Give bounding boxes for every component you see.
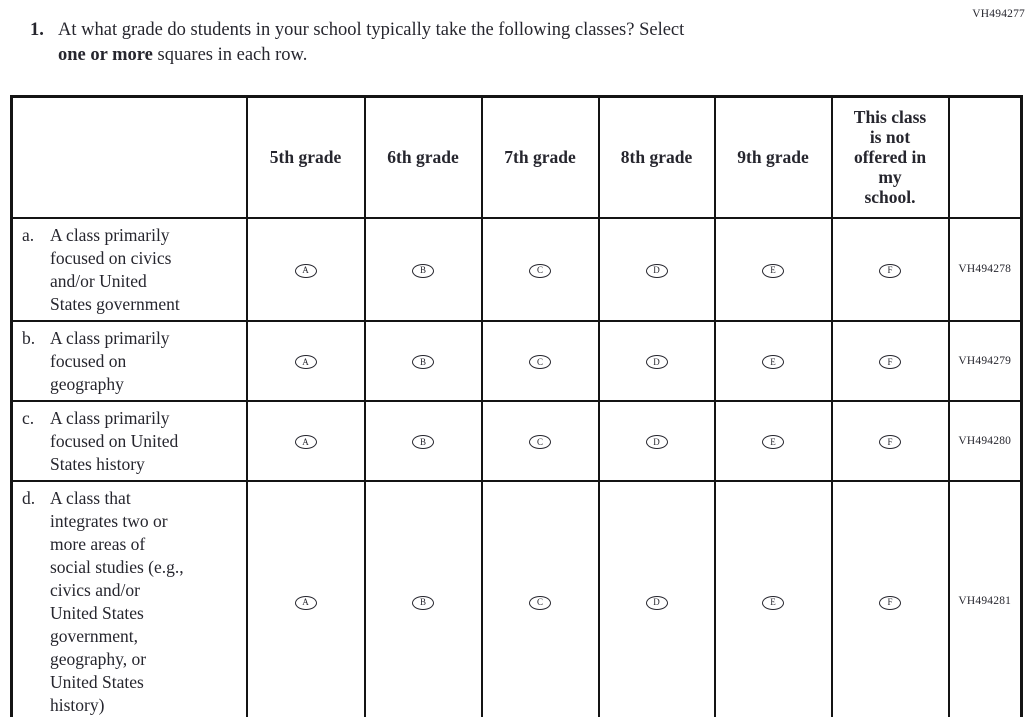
answer-cell-d-8th: D	[597, 479, 716, 717]
answer-grid-table: 5th grade 6th grade 7th grade 8th grade …	[10, 95, 1023, 717]
header-cell-6th-grade: 6th grade	[363, 95, 483, 219]
answer-cell-d-5th: A	[245, 479, 366, 717]
item-cell-a: a. A class primarily focused on civics a…	[10, 216, 248, 322]
question-block: 1. At what grade do students in your sch…	[30, 18, 684, 68]
item-text: A class primarily focused on civics and/…	[50, 224, 180, 314]
answer-cell-c-not-offered: F	[830, 399, 950, 482]
answer-bubble-a[interactable]: A	[294, 595, 317, 610]
row-code-cell: VH494279	[947, 319, 1023, 402]
accession-code-top: VH494277	[972, 8, 1025, 20]
item-letter: b.	[22, 327, 36, 348]
answer-cell-d-not-offered: F	[830, 479, 950, 717]
table-row-b: b. A class primarily focused on geograph…	[10, 319, 1023, 402]
question-text: At what grade do students in your school…	[58, 18, 684, 68]
table-row-d: d. A class that integrates two or more a…	[10, 479, 1023, 717]
row-code-cell: VH494281	[947, 479, 1023, 717]
item-cell-b: b. A class primarily focused on geograph…	[10, 319, 248, 402]
answer-bubble-f[interactable]: F	[879, 595, 901, 610]
answer-bubble-c[interactable]: C	[529, 595, 551, 610]
answer-bubble-b[interactable]: B	[412, 435, 434, 449]
header-cell-5th-grade: 5th grade	[245, 95, 366, 219]
item-letter: a.	[22, 224, 35, 245]
answer-bubble-b[interactable]: B	[412, 355, 434, 369]
answer-bubble-c[interactable]: C	[529, 355, 551, 369]
answer-cell-a-6th: B	[363, 216, 483, 322]
question-number: 1.	[30, 20, 44, 40]
answer-cell-a-not-offered: F	[830, 216, 950, 322]
answer-cell-a-7th: C	[480, 216, 600, 322]
answer-bubble-b[interactable]: B	[412, 595, 434, 610]
question-text-line1: At what grade do students in your school…	[58, 20, 685, 40]
answer-cell-b-not-offered: F	[830, 319, 950, 402]
answer-bubble-a[interactable]: A	[294, 355, 317, 369]
answer-cell-c-8th: D	[597, 399, 716, 482]
answer-cell-b-6th: B	[363, 319, 483, 402]
answer-cell-b-9th: E	[713, 319, 833, 402]
answer-cell-a-9th: E	[713, 216, 833, 322]
row-code-cell: VH494278	[947, 216, 1023, 322]
answer-bubble-f[interactable]: F	[879, 355, 901, 369]
answer-cell-b-5th: A	[245, 319, 366, 402]
item-cell-d: d. A class that integrates two or more a…	[10, 479, 248, 717]
header-cell-9th-grade: 9th grade	[713, 95, 833, 219]
answer-cell-c-9th: E	[713, 399, 833, 482]
answer-bubble-a[interactable]: A	[294, 263, 317, 278]
table-row-c: c. A class primarily focused on United S…	[10, 399, 1023, 482]
answer-bubble-c[interactable]: C	[529, 435, 551, 449]
answer-cell-b-8th: D	[597, 319, 716, 402]
question-text-bold-phrase: one or more	[58, 45, 153, 65]
answer-cell-a-8th: D	[597, 216, 716, 322]
answer-bubble-c[interactable]: C	[529, 263, 551, 278]
header-cell-blank	[10, 95, 248, 219]
answer-bubble-d[interactable]: D	[645, 263, 668, 278]
item-text: A class that integrates two or more area…	[50, 487, 184, 715]
answer-bubble-f[interactable]: F	[879, 263, 901, 278]
header-cell-8th-grade: 8th grade	[597, 95, 716, 219]
answer-cell-d-6th: B	[363, 479, 483, 717]
answer-cell-a-5th: A	[245, 216, 366, 322]
answer-bubble-d[interactable]: D	[645, 355, 668, 369]
item-letter: c.	[22, 407, 35, 428]
item-cell-c: c. A class primarily focused on United S…	[10, 399, 248, 482]
header-cell-7th-grade: 7th grade	[480, 95, 600, 219]
answer-bubble-e[interactable]: E	[762, 435, 784, 449]
item-letter: d.	[22, 487, 36, 508]
question-text-line2-rest: squares in each row.	[152, 45, 308, 65]
answer-cell-d-7th: C	[480, 479, 600, 717]
answer-cell-d-9th: E	[713, 479, 833, 717]
answer-bubble-d[interactable]: D	[645, 595, 668, 610]
header-cell-not-offered: This class is not offered in my school.	[830, 95, 950, 219]
item-text: A class primarily focused on United Stat…	[50, 407, 179, 474]
answer-cell-c-6th: B	[363, 399, 483, 482]
answer-bubble-a[interactable]: A	[294, 435, 317, 449]
answer-bubble-e[interactable]: E	[762, 263, 784, 278]
item-text: A class primarily focused on geography	[50, 327, 170, 394]
header-cell-code-column	[947, 95, 1023, 219]
table-row-a: a. A class primarily focused on civics a…	[10, 216, 1023, 322]
answer-cell-c-5th: A	[245, 399, 366, 482]
answer-cell-c-7th: C	[480, 399, 600, 482]
answer-bubble-d[interactable]: D	[645, 435, 668, 449]
answer-bubble-b[interactable]: B	[412, 263, 434, 278]
answer-bubble-e[interactable]: E	[762, 595, 784, 610]
answer-bubble-f[interactable]: F	[879, 435, 901, 449]
answer-bubble-e[interactable]: E	[762, 355, 784, 369]
answer-cell-b-7th: C	[480, 319, 600, 402]
row-code-cell: VH494280	[947, 399, 1023, 482]
header-row: 5th grade 6th grade 7th grade 8th grade …	[10, 95, 1023, 219]
